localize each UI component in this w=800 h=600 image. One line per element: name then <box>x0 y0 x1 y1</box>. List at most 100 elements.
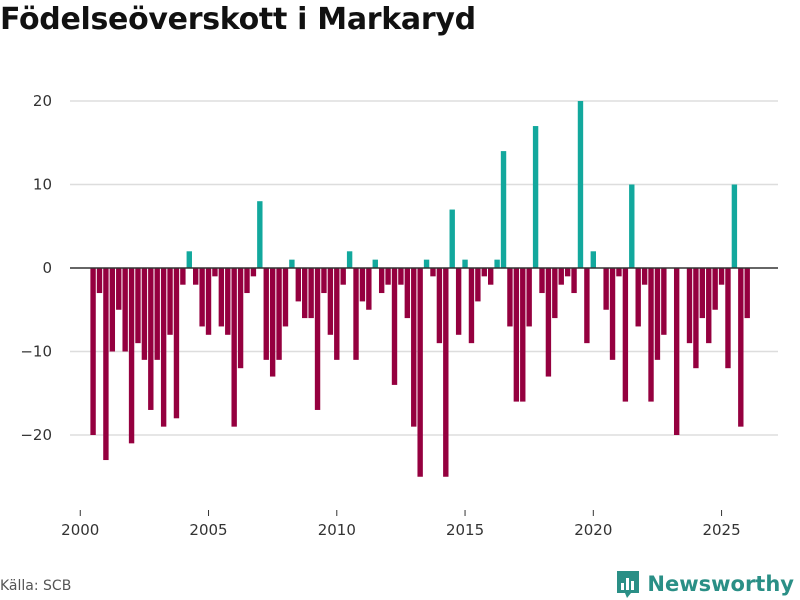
bar <box>116 268 122 310</box>
bar <box>526 268 532 327</box>
bar <box>693 268 699 369</box>
bar <box>173 268 180 419</box>
bar <box>712 268 718 310</box>
bar <box>199 268 205 327</box>
bar <box>346 251 353 268</box>
x-tick-label: 2000 <box>61 521 99 539</box>
bar <box>276 268 282 360</box>
bar <box>135 268 141 344</box>
bar <box>167 268 173 335</box>
bar <box>455 268 462 335</box>
bar <box>314 268 321 410</box>
bar <box>622 268 629 402</box>
bar <box>641 268 648 285</box>
bar <box>231 268 237 427</box>
bar <box>289 259 295 268</box>
bar <box>122 268 128 352</box>
bar <box>532 126 539 268</box>
bar <box>500 151 507 268</box>
bar <box>141 268 148 360</box>
bar <box>180 268 186 285</box>
bar <box>558 268 564 285</box>
bar <box>616 268 622 277</box>
bar <box>571 268 577 294</box>
bar <box>468 268 475 344</box>
bar <box>90 268 96 435</box>
bar <box>186 251 192 268</box>
x-tick-label: 2005 <box>189 521 227 539</box>
y-tick-label: −10 <box>20 343 52 361</box>
bar <box>436 268 443 344</box>
bar <box>282 268 289 327</box>
brand-name: Newsworthy <box>647 572 794 596</box>
bar <box>398 268 404 285</box>
bar <box>603 268 609 310</box>
bar <box>411 268 417 427</box>
bar <box>225 268 231 335</box>
bar <box>430 268 436 277</box>
source-label: Källa: SCB <box>0 578 72 594</box>
bar <box>340 268 346 285</box>
bar <box>353 268 359 360</box>
y-tick-label: 0 <box>42 259 52 277</box>
bar <box>109 268 116 352</box>
bar <box>244 268 250 294</box>
bar <box>205 268 212 335</box>
bar <box>385 268 391 285</box>
chart-title: Födelseöverskott i Markaryd <box>0 2 476 37</box>
bar <box>378 268 385 294</box>
bar <box>404 268 411 319</box>
bar <box>475 268 481 302</box>
newsworthy-logo: Newsworthy <box>615 569 794 599</box>
bar <box>513 268 520 402</box>
x-axis: 2000 2005 2010 2015 2020 2025 <box>61 510 741 539</box>
bar <box>218 268 225 327</box>
bar <box>148 268 154 410</box>
bar <box>237 268 244 369</box>
bar <box>334 268 340 360</box>
x-tick-label: 2020 <box>574 521 612 539</box>
y-tick-label: 20 <box>33 92 52 110</box>
y-tick-label: 10 <box>33 176 52 194</box>
bar <box>295 268 301 302</box>
bar <box>212 268 218 277</box>
bar <box>488 268 494 285</box>
bar <box>321 268 327 294</box>
bar <box>366 268 372 310</box>
bar <box>462 259 468 268</box>
bar <box>706 268 712 344</box>
bar <box>654 268 661 360</box>
bar <box>577 101 584 268</box>
bar <box>103 268 109 461</box>
bar <box>635 268 641 327</box>
bar <box>648 268 654 402</box>
x-tick-label: 2010 <box>318 521 356 539</box>
bar <box>96 268 103 294</box>
bar <box>391 268 398 385</box>
bar <box>699 268 706 319</box>
bar <box>731 184 738 268</box>
bar <box>481 268 487 277</box>
bar <box>507 268 513 327</box>
bar <box>673 268 680 435</box>
bar <box>718 268 725 285</box>
bar <box>725 268 731 369</box>
bar <box>686 268 693 344</box>
bar <box>359 268 366 302</box>
x-tick-label: 2025 <box>702 521 740 539</box>
y-tick-label: −20 <box>20 426 52 444</box>
bar <box>128 268 135 444</box>
bar <box>308 268 314 319</box>
bar <box>661 268 667 335</box>
bar <box>417 268 423 477</box>
bar <box>160 268 167 427</box>
bar <box>738 268 744 427</box>
bar <box>257 201 263 268</box>
bar-chart-logo-icon <box>617 571 640 598</box>
bars <box>90 101 750 477</box>
bar <box>193 268 199 285</box>
bar <box>564 268 571 277</box>
bar <box>250 268 257 277</box>
bar <box>443 268 449 477</box>
